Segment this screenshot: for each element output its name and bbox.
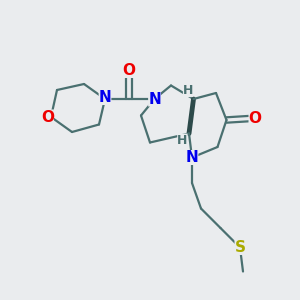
Text: O: O xyxy=(122,63,136,78)
Text: O: O xyxy=(41,110,54,124)
Text: N: N xyxy=(148,92,161,106)
Text: S: S xyxy=(235,240,245,255)
Text: H: H xyxy=(177,134,188,147)
Text: N: N xyxy=(186,150,198,165)
Text: H: H xyxy=(183,84,193,97)
Text: O: O xyxy=(248,111,262,126)
Text: N: N xyxy=(99,90,111,105)
